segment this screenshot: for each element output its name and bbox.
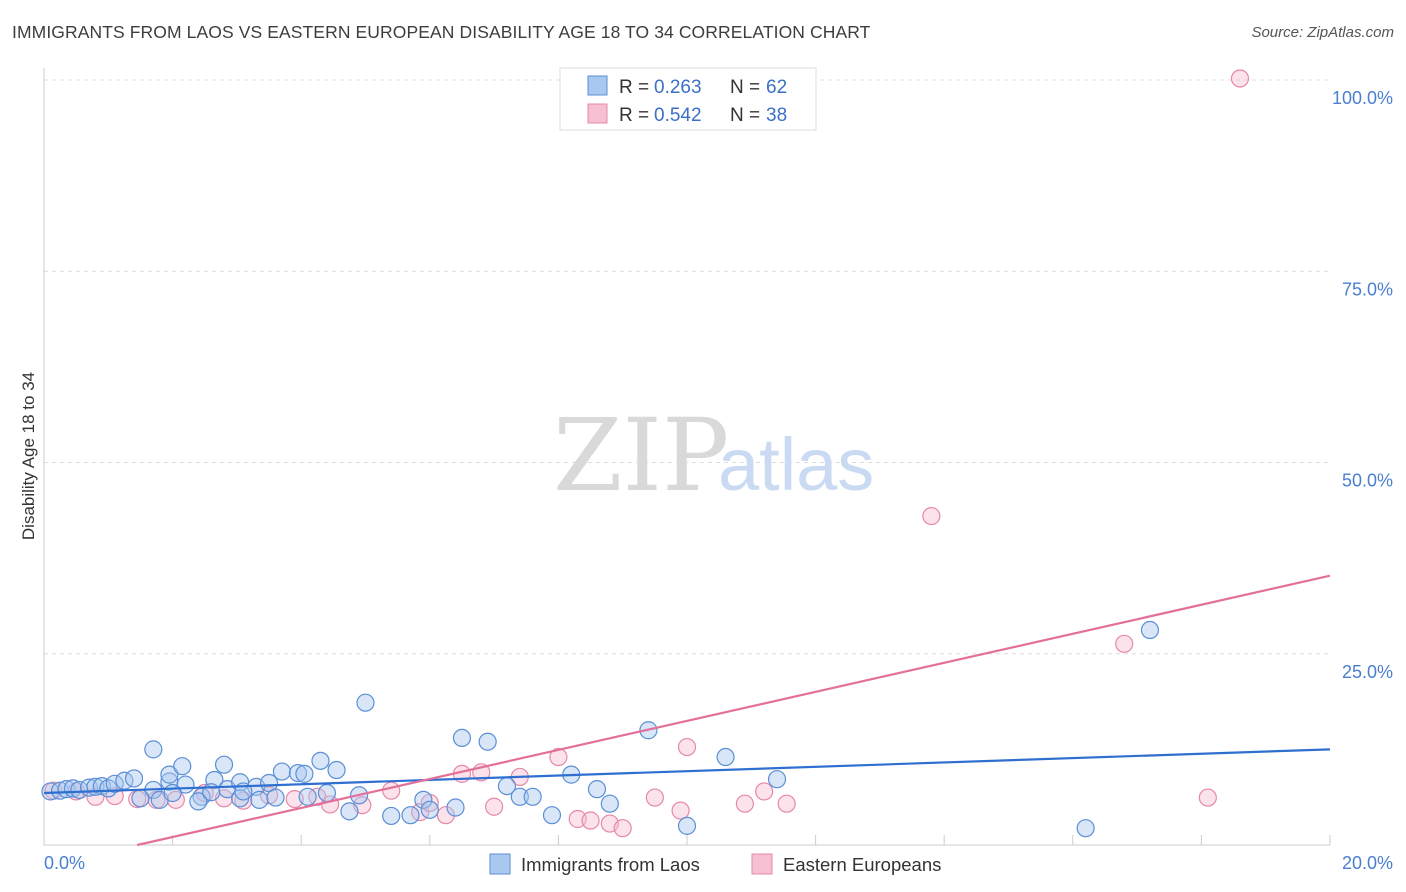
data-point-eastern-europeans xyxy=(735,794,754,813)
data-point-laos xyxy=(144,740,163,759)
data-point-laos xyxy=(189,792,208,811)
data-point-laos xyxy=(600,794,619,813)
data-point-eastern-europeans xyxy=(234,791,253,810)
data-point-eastern-europeans xyxy=(436,806,455,825)
trend-line-eastern-europeans xyxy=(136,574,1331,847)
bottom-legend-swatch-laos xyxy=(489,853,511,875)
legend-r-value-laos: 0.263 xyxy=(654,77,702,98)
data-point-laos xyxy=(250,790,269,809)
trend-lines xyxy=(43,574,1331,847)
data-point-eastern-europeans xyxy=(671,801,690,820)
data-point-laos xyxy=(99,779,118,798)
data-point-eastern-europeans xyxy=(755,782,774,801)
data-point-laos xyxy=(340,802,359,821)
data-point-laos xyxy=(523,787,542,806)
watermark-zip: ZIP xyxy=(553,397,729,514)
data-point-laos xyxy=(311,751,330,770)
data-point-laos xyxy=(382,806,401,826)
legend-r-label-laos: R = xyxy=(619,77,649,98)
series-legend: Immigrants from Laos Eastern Europeans xyxy=(489,853,941,875)
data-point-eastern-europeans xyxy=(86,787,105,806)
data-point-laos xyxy=(716,747,735,767)
data-point-laos xyxy=(1076,819,1095,838)
source-note: Source: ZipAtlas.com xyxy=(1251,24,1394,41)
data-point-eastern-europeans xyxy=(485,797,504,816)
trend-line-laos xyxy=(43,748,1331,795)
legend-r-label-ee: R = xyxy=(619,105,649,126)
data-point-laos xyxy=(401,806,420,825)
data-point-laos xyxy=(317,783,337,803)
data-point-eastern-europeans xyxy=(549,747,568,767)
data-point-laos xyxy=(356,693,375,712)
data-point-laos xyxy=(124,769,144,788)
data-point-laos xyxy=(478,732,497,751)
data-point-laos xyxy=(420,800,439,819)
data-point-eastern-europeans xyxy=(1115,634,1134,653)
data-point-laos xyxy=(272,762,292,781)
data-point-eastern-europeans xyxy=(581,811,600,830)
data-point-laos xyxy=(173,757,192,776)
data-point-laos xyxy=(327,760,346,780)
legend-n-label-ee: N = xyxy=(730,105,760,126)
y-tick-labels: 25.0% 50.0% 75.0% 100.0% xyxy=(1332,88,1393,682)
data-point-eastern-europeans xyxy=(382,781,401,800)
data-point-laos xyxy=(1140,620,1160,640)
y-tick-label: 100.0% xyxy=(1332,88,1393,108)
watermark: ZIP atlas xyxy=(553,397,874,514)
y-tick-label: 25.0% xyxy=(1342,662,1393,682)
watermark-atlas: atlas xyxy=(718,423,874,506)
data-point-eastern-europeans xyxy=(613,819,632,838)
y-axis-label: Disability Age 18 to 34 xyxy=(19,372,38,540)
data-point-laos xyxy=(288,763,308,783)
data-point-eastern-europeans xyxy=(1230,69,1250,88)
legend-n-value-laos: 62 xyxy=(766,77,787,98)
data-point-eastern-europeans xyxy=(1198,788,1217,807)
legend-swatch-ee xyxy=(587,103,608,124)
y-tick-label: 50.0% xyxy=(1342,471,1393,491)
data-point-laos xyxy=(163,783,182,803)
data-point-laos xyxy=(510,787,529,806)
bottom-legend-label-ee: Eastern Europeans xyxy=(783,854,941,875)
data-point-laos xyxy=(452,728,472,748)
data-point-laos xyxy=(160,765,179,784)
data-point-laos xyxy=(446,798,465,817)
legend-n-value-ee: 38 xyxy=(766,105,787,126)
data-point-eastern-europeans xyxy=(677,737,697,757)
data-point-laos xyxy=(295,764,314,783)
data-point-laos xyxy=(214,755,234,774)
data-point-laos xyxy=(587,780,607,799)
y-tick-label: 75.0% xyxy=(1342,279,1393,299)
legend-r-value-ee: 0.542 xyxy=(654,105,702,126)
legend-n-label-laos: N = xyxy=(730,77,760,98)
data-point-laos xyxy=(414,790,433,809)
data-point-laos xyxy=(131,789,150,808)
data-point-laos xyxy=(266,788,285,807)
data-point-laos xyxy=(677,816,697,835)
data-point-eastern-europeans xyxy=(645,788,664,807)
data-point-eastern-europeans xyxy=(922,506,941,526)
stats-legend: R = 0.263 N = 62 R = 0.542 N = 38 xyxy=(559,67,817,131)
axes xyxy=(43,68,1330,846)
data-point-eastern-europeans xyxy=(777,794,796,813)
legend-swatch-laos xyxy=(587,75,608,96)
data-point-laos xyxy=(767,770,787,789)
x-tick-label: 0.0% xyxy=(44,853,85,873)
x-tick-labels: 0.0% 20.0% xyxy=(44,853,1393,873)
x-tick-label: 20.0% xyxy=(1342,853,1393,873)
bottom-legend-swatch-ee xyxy=(751,853,773,875)
bottom-legend-label-laos: Immigrants from Laos xyxy=(521,854,700,875)
data-point-laos xyxy=(298,787,317,806)
data-point-laos xyxy=(542,806,562,825)
chart-title: IMMIGRANTS FROM LAOS VS EASTERN EUROPEAN… xyxy=(12,22,871,42)
